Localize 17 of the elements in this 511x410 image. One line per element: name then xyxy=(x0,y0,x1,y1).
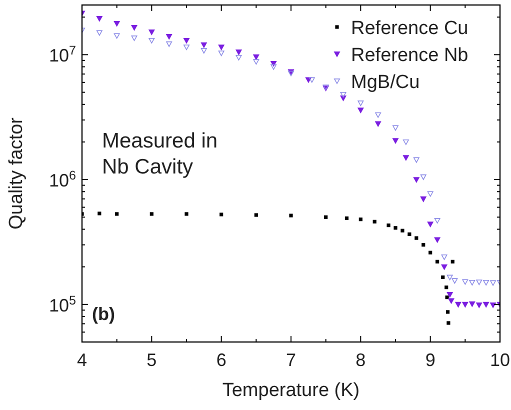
x-tick-label: 8 xyxy=(356,350,366,370)
y-axis-title: Quality factor xyxy=(6,116,27,230)
y-tick-label: 10$^{7}$ xyxy=(48,44,76,66)
legend-label: MgB/Cu xyxy=(351,72,420,93)
legend-label: Reference Cu xyxy=(351,18,468,39)
legend-label: Reference Nb xyxy=(351,45,468,66)
x-tick-label: 10 xyxy=(490,350,510,370)
x-tick-label: 9 xyxy=(425,350,436,370)
annotation: (b) xyxy=(92,304,115,324)
y-tick-label: 10$^{6}$ xyxy=(48,168,76,191)
x-tick-label: 5 xyxy=(146,350,157,370)
x-tick-label: 6 xyxy=(216,350,226,370)
x-tick-label: 7 xyxy=(286,350,296,370)
y-tick-label: 10$^{5}$ xyxy=(48,293,76,316)
x-axis-title: Temperature (K) xyxy=(222,380,360,401)
x-tick-label: 4 xyxy=(76,350,88,370)
annotation: Measured in Nb Cavity xyxy=(102,130,218,179)
